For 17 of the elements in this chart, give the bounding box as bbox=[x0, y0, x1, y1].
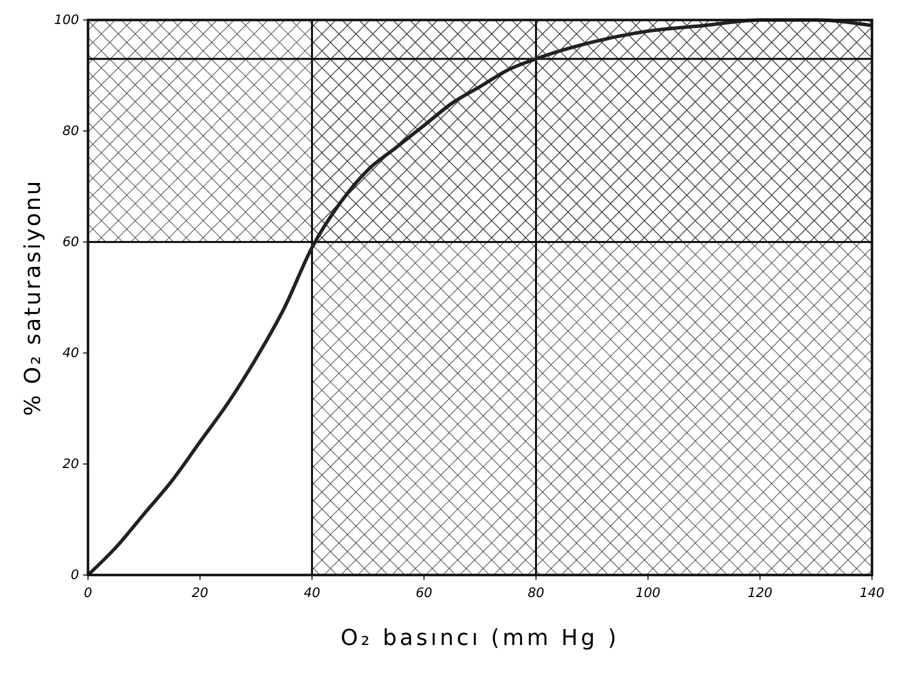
y-axis-title: % O₂ saturasiyonu bbox=[21, 178, 46, 416]
line-series bbox=[86, 18, 874, 577]
x-tick-label: 100 bbox=[636, 586, 660, 601]
y-tick-label: 0 bbox=[70, 568, 79, 583]
y-tick-label: 60 bbox=[62, 235, 79, 250]
x-axis-title: O₂ basıncı (mm Hg ) bbox=[340, 626, 620, 651]
x-tick-label: 40 bbox=[304, 586, 320, 601]
y-tick-label: 100 bbox=[54, 13, 79, 28]
x-tick-label: 20 bbox=[192, 586, 208, 601]
x-tick-label: 120 bbox=[748, 586, 772, 601]
y-tick-label: 80 bbox=[62, 124, 79, 139]
y-tick-label: 40 bbox=[62, 346, 79, 361]
x-tick-label: 60 bbox=[416, 586, 432, 601]
x-tick-label: 80 bbox=[528, 586, 544, 601]
y-tick-label: 20 bbox=[62, 457, 79, 472]
x-tick-label: 140 bbox=[860, 586, 884, 601]
x-tick-label: 0 bbox=[84, 586, 92, 601]
